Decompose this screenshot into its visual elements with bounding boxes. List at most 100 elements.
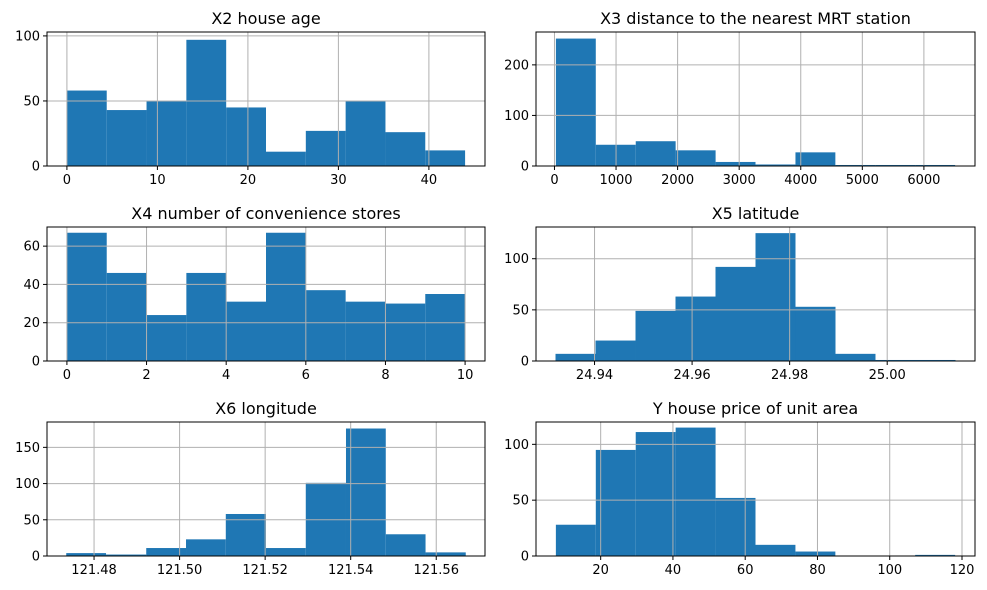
histogram-bar: [715, 497, 756, 556]
x-tick-label: 6000: [907, 173, 940, 188]
y-tick-label: 100: [504, 109, 529, 124]
histogram-bar: [345, 301, 386, 361]
chart-title: X3 distance to the nearest MRT station: [600, 9, 911, 28]
x-tick-label: 0: [63, 173, 71, 188]
histogram-bar: [675, 427, 716, 556]
y-tick-label: 60: [23, 240, 40, 255]
histogram-bar: [555, 524, 596, 556]
histogram-bar: [385, 303, 426, 361]
histogram-bar: [266, 548, 306, 556]
x-tick-label: 10: [457, 368, 474, 383]
histogram-bar: [106, 110, 147, 166]
x-tick-label: 24.98: [771, 368, 808, 383]
histogram-bar: [835, 353, 876, 361]
histogram-bar: [835, 164, 876, 166]
histogram-bar: [186, 539, 226, 556]
x-tick-label: 30: [330, 173, 347, 188]
x-tick-label: 2000: [661, 173, 694, 188]
y-tick-label: 0: [32, 160, 40, 175]
histogram-bar: [66, 553, 107, 556]
histogram-bar: [755, 233, 796, 361]
histogram-bar: [345, 100, 386, 166]
histogram-bar: [186, 39, 227, 166]
histogram-bar: [425, 294, 466, 361]
histogram-bar: [266, 151, 306, 166]
x-tick-label: 121.52: [242, 563, 288, 578]
histogram-panel: 121.48 121.50 121.52 121.54 121.56 0 50 100 150 X…: [15, 399, 486, 578]
x-tick-label: 121.48: [71, 563, 117, 578]
y-tick-label: 0: [521, 550, 529, 565]
histogram-bar: [715, 266, 756, 361]
histogram-bar: [915, 164, 956, 166]
histogram-bar: [875, 359, 916, 361]
x-tick-label: 40: [665, 563, 682, 578]
histogram-bar: [226, 301, 266, 361]
y-tick-label: 40: [23, 278, 40, 293]
histogram-bar: [425, 552, 466, 556]
y-tick-label: 20: [23, 316, 40, 331]
x-tick-label: 121.50: [157, 563, 203, 578]
y-tick-label: 0: [521, 160, 529, 175]
y-tick-label: 50: [23, 94, 40, 109]
x-tick-label: 120: [950, 563, 975, 578]
histogram-bar: [715, 161, 756, 166]
y-tick-label: 100: [15, 477, 40, 492]
axes-frame: [535, 421, 976, 557]
x-tick-label: 0: [63, 368, 71, 383]
x-tick-label: 40: [421, 173, 438, 188]
x-tick-label: 25.00: [869, 368, 906, 383]
histogram-bar: [345, 428, 386, 556]
x-tick-label: 3000: [723, 173, 756, 188]
histogram-panel: 0 1000 2000 3000 4000 5000 6000 0 100 200 X3 dista…: [504, 9, 976, 188]
axes-frame: [46, 421, 486, 557]
chart-title: Y house price of unit area: [652, 399, 858, 418]
x-tick-label: 121.56: [413, 563, 459, 578]
x-tick-label: 60: [737, 563, 754, 578]
x-tick-label: 5000: [846, 173, 879, 188]
y-tick-label: 50: [512, 303, 529, 318]
x-tick-label: 4: [222, 368, 230, 383]
y-tick-label: 100: [15, 29, 40, 44]
chart-title: X4 number of convenience stores: [131, 204, 400, 223]
chart-title: X5 latitude: [712, 204, 800, 223]
histogram-bar: [755, 544, 796, 556]
x-tick-label: 20: [240, 173, 257, 188]
histogram-bar: [226, 107, 266, 166]
x-tick-label: 10: [149, 173, 166, 188]
histogram-bar: [146, 315, 187, 361]
histogram-bar: [595, 340, 636, 361]
axes-frame: [46, 226, 486, 362]
histogram-bar: [66, 90, 107, 166]
y-tick-label: 0: [32, 355, 40, 370]
histogram-bar: [186, 272, 227, 361]
x-tick-label: 24.94: [576, 368, 613, 383]
y-tick-label: 100: [504, 252, 529, 267]
histogram-bar: [595, 449, 636, 556]
x-tick-label: 80: [809, 563, 826, 578]
x-tick-label: 8: [381, 368, 389, 383]
histogram-bar: [675, 150, 716, 166]
histogram-bar: [106, 554, 147, 556]
histogram-bar: [385, 534, 426, 556]
histogram-bar: [755, 164, 796, 166]
histogram-bar: [795, 551, 836, 556]
x-tick-label: 2: [142, 368, 150, 383]
y-tick-label: 50: [23, 513, 40, 528]
histogram-bar: [106, 272, 147, 361]
histogram-bar: [305, 290, 346, 361]
axes-frame: [535, 226, 976, 362]
y-tick-label: 100: [504, 438, 529, 453]
histogram-bar: [266, 232, 306, 361]
y-tick-label: 50: [512, 494, 529, 509]
chart-title: X6 longitude: [215, 399, 317, 418]
x-tick-label: 6: [302, 368, 310, 383]
histogram-bar: [795, 152, 836, 166]
axes-frame: [46, 31, 486, 167]
histogram-bar: [225, 513, 266, 556]
histogram-bar: [795, 306, 836, 361]
histogram-bar: [635, 310, 676, 361]
x-tick-label: 4000: [784, 173, 817, 188]
x-tick-label: 20: [592, 563, 609, 578]
histogram-bar: [635, 432, 676, 556]
